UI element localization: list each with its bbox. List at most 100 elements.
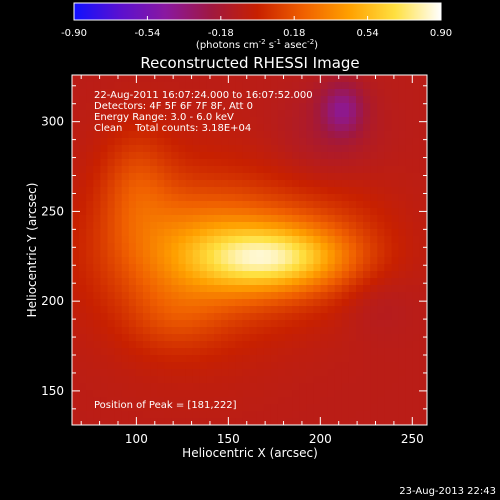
heatmap-cell: [114, 271, 123, 279]
heatmap-cell: [135, 173, 144, 181]
heatmap-cell: [72, 341, 80, 349]
heatmap-cell: [93, 404, 101, 412]
heatmap-cell: [320, 89, 329, 97]
heatmap-cell: [299, 292, 307, 300]
heatmap-cell: [249, 334, 258, 342]
heatmap-cell: [412, 138, 421, 146]
heatmap-cell: [398, 236, 407, 244]
colorbar-tick-label: -0.54: [134, 28, 160, 39]
heatmap-cell: [199, 208, 208, 216]
heatmap-cell: [72, 404, 80, 412]
heatmap-cell: [270, 362, 279, 370]
heatmap-cell: [79, 110, 87, 118]
heatmap-cell: [313, 138, 322, 146]
heatmap-cell: [341, 369, 350, 377]
heatmap-cell: [135, 257, 144, 265]
heatmap-cell: [221, 320, 229, 328]
heatmap-cell: [79, 201, 87, 209]
heatmap-cell: [363, 292, 371, 300]
heatmap-cell: [363, 334, 371, 342]
heatmap-cell: [320, 278, 329, 286]
heatmap-cell: [235, 117, 243, 125]
heatmap-cell: [363, 152, 371, 160]
heatmap-cell: [277, 159, 286, 167]
heatmap-cell: [121, 250, 130, 258]
heatmap-cell: [107, 75, 116, 83]
heatmap-cell: [384, 418, 393, 425]
heatmap-cell: [285, 243, 293, 251]
heatmap-cell: [398, 215, 407, 223]
heatmap-cell: [221, 180, 229, 188]
heatmap-cell: [79, 383, 87, 391]
heatmap-cell: [214, 173, 222, 181]
heatmap-cell: [121, 397, 130, 405]
heatmap-cell: [150, 404, 158, 412]
heatmap-cell: [135, 404, 144, 412]
heatmap-cell: [235, 397, 243, 405]
heatmap-cell: [114, 201, 123, 209]
heatmap-cell: [327, 264, 336, 272]
heatmap-cell: [185, 96, 194, 104]
heatmap-cell: [292, 264, 300, 272]
heatmap-cell: [299, 208, 307, 216]
heatmap-cell: [150, 306, 158, 314]
heatmap-cell: [214, 418, 222, 425]
heatmap-cell: [377, 327, 385, 335]
heatmap-cell: [348, 201, 357, 209]
heatmap-cell: [391, 145, 400, 153]
heatmap-cell: [214, 348, 222, 356]
heatmap-cell: [419, 278, 427, 286]
heatmap-cell: [419, 404, 427, 412]
heatmap-cell: [256, 215, 265, 223]
heatmap-cell: [107, 215, 116, 223]
heatmap-cell: [285, 138, 293, 146]
heatmap-cell: [384, 292, 393, 300]
heatmap-cell: [277, 222, 286, 230]
heatmap-cell: [242, 131, 251, 139]
heatmap-cell: [100, 341, 109, 349]
heatmap-cell: [171, 390, 180, 398]
heatmap-cell: [377, 285, 385, 293]
heatmap-cell: [256, 208, 265, 216]
heatmap-cell: [135, 264, 144, 272]
heatmap-cell: [341, 278, 350, 286]
heatmap-cell: [412, 180, 421, 188]
heatmap-cell: [249, 187, 258, 195]
heatmap-cell: [270, 313, 279, 321]
heatmap-cell: [263, 362, 272, 370]
heatmap-cell: [171, 110, 180, 118]
heatmap-cell: [228, 313, 236, 321]
heatmap-cell: [377, 229, 385, 237]
heatmap-cell: [292, 138, 300, 146]
heatmap-cell: [107, 180, 116, 188]
heatmap-cell: [263, 194, 272, 202]
heatmap-cell: [185, 341, 194, 349]
heatmap-cell: [384, 159, 393, 167]
heatmap-cell: [164, 411, 172, 419]
heatmap-cell: [235, 75, 243, 83]
heatmap-cell: [327, 327, 336, 335]
colorbar-strip: [73, 2, 442, 21]
heatmap-cell: [199, 250, 208, 258]
heatmap-cell: [135, 299, 144, 307]
heatmap-cell: [171, 264, 180, 272]
heatmap-cell: [370, 355, 378, 363]
heatmap-cell: [256, 103, 265, 111]
heatmap-cell: [263, 355, 272, 363]
heatmap-cell: [398, 285, 407, 293]
heatmap-cell: [100, 404, 109, 412]
heatmap-cell: [377, 110, 385, 118]
heatmap-cell: [327, 390, 336, 398]
heatmap-cell: [221, 390, 229, 398]
heatmap-cell: [185, 89, 194, 97]
heatmap-cell: [143, 362, 151, 370]
heatmap-cell: [86, 362, 94, 370]
heatmap-cell: [292, 271, 300, 279]
heatmap-cell: [228, 418, 236, 425]
heatmap-cell: [320, 299, 329, 307]
heatmap-cell: [370, 145, 378, 153]
heatmap-cell: [86, 96, 94, 104]
heatmap-cell: [405, 159, 414, 167]
heatmap-cell: [256, 292, 265, 300]
heatmap-cell: [143, 201, 151, 209]
